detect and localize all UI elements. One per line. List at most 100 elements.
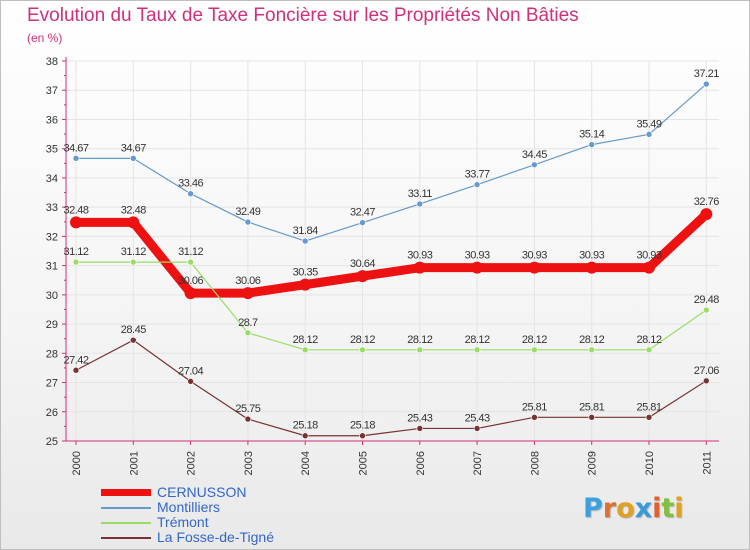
data-label-la-fosse-de-tign-: 25.18 <box>350 420 375 432</box>
data-point-montilliers <box>187 190 194 198</box>
logo-letter: r <box>602 493 617 524</box>
data-label-montilliers: 31.84 <box>293 225 318 237</box>
data-label-la-fosse-de-tign-: 27.06 <box>694 365 719 377</box>
data-label-cernusson: 30.64 <box>350 258 375 270</box>
data-label-la-fosse-de-tign-: 25.81 <box>522 401 547 413</box>
data-label-tr-mont: 28.12 <box>465 334 490 346</box>
data-point-tr-mont <box>416 346 424 354</box>
legend-swatch-montilliers <box>101 506 151 509</box>
data-point-la-fosse-de-tign- <box>416 425 424 432</box>
chart-title: Evolution du Taux de Taxe Foncière sur l… <box>27 5 579 26</box>
data-label-cernusson: 32.48 <box>63 204 88 216</box>
legend-item-tr-mont: Trémont <box>101 515 274 530</box>
data-label-tr-mont: 28.12 <box>407 334 432 346</box>
y-tick-label-27: 27 <box>46 378 58 390</box>
data-point-cernusson <box>471 261 484 274</box>
data-point-tr-mont <box>359 346 366 354</box>
data-label-tr-mont: 31.12 <box>178 246 203 258</box>
data-label-cernusson: 30.06 <box>235 275 260 287</box>
x-tick-label-2000: 2000 <box>71 451 83 475</box>
data-point-montilliers <box>473 181 481 188</box>
data-label-la-fosse-de-tign-: 25.75 <box>235 403 260 415</box>
x-tick-label-2010: 2010 <box>644 451 656 475</box>
data-point-tr-mont <box>702 306 710 314</box>
data-label-la-fosse-de-tign-: 25.43 <box>465 412 490 424</box>
data-point-tr-mont <box>473 346 481 354</box>
data-label-tr-mont: 29.48 <box>694 294 719 306</box>
data-label-cernusson: 30.93 <box>465 250 490 262</box>
data-label-la-fosse-de-tign-: 28.45 <box>121 324 146 336</box>
data-point-tr-mont <box>301 346 309 354</box>
x-tick-label-2004: 2004 <box>300 451 312 475</box>
data-label-montilliers: 33.77 <box>465 169 490 181</box>
data-label-la-fosse-de-tign-: 25.81 <box>636 401 661 413</box>
data-point-la-fosse-de-tign- <box>531 414 538 421</box>
legend-label-la-fosse-de-tign-: La Fosse-de-Tigné <box>157 529 274 545</box>
data-point-la-fosse-de-tign- <box>588 414 596 421</box>
y-tick-label-33: 33 <box>46 202 58 214</box>
data-point-cernusson <box>127 216 140 229</box>
x-tick-label-2011: 2011 <box>701 451 713 475</box>
data-label-cernusson: 30.93 <box>522 250 547 262</box>
data-point-montilliers <box>588 141 596 148</box>
legend-item-cernusson: CERNUSSON <box>101 485 274 500</box>
y-tick-label-34: 34 <box>46 173 58 185</box>
data-point-la-fosse-de-tign- <box>645 414 653 421</box>
chart-unit-label: (en %) <box>27 31 63 45</box>
y-tick-label-36: 36 <box>46 114 58 126</box>
data-label-cernusson: 32.76 <box>694 196 719 208</box>
legend-swatch-cernusson <box>101 489 151 496</box>
data-label-montilliers: 35.49 <box>636 118 661 130</box>
data-point-la-fosse-de-tign- <box>702 377 710 385</box>
data-label-montilliers: 33.46 <box>178 178 203 190</box>
x-tick-label-2007: 2007 <box>472 451 484 475</box>
legend-swatch-tr-mont <box>101 521 151 524</box>
data-point-montilliers <box>645 131 653 138</box>
data-label-montilliers: 32.47 <box>350 207 375 219</box>
data-point-la-fosse-de-tign- <box>187 378 194 385</box>
data-point-cernusson <box>413 261 426 274</box>
data-label-cernusson: 30.93 <box>407 250 432 262</box>
x-tick-label-2001: 2001 <box>128 451 140 475</box>
logo-letter: o <box>616 493 635 524</box>
data-label-la-fosse-de-tign-: 27.42 <box>63 354 88 366</box>
data-point-la-fosse-de-tign- <box>130 336 137 344</box>
data-point-montilliers <box>72 155 80 162</box>
series-line-montilliers <box>75 83 707 242</box>
data-point-cernusson <box>184 287 197 300</box>
x-tick-label-2002: 2002 <box>186 451 198 475</box>
data-label-cernusson: 30.93 <box>636 250 661 262</box>
legend-label-montilliers: Montilliers <box>157 499 221 515</box>
logo-letter: i <box>652 493 662 524</box>
data-point-tr-mont <box>244 329 252 337</box>
series-line-tr-mont <box>75 261 707 351</box>
data-point-tr-mont <box>645 346 653 354</box>
logo-letter: t <box>661 493 675 524</box>
logo-letter: x <box>634 493 653 524</box>
y-tick-label-29: 29 <box>46 319 58 331</box>
data-point-cernusson <box>299 278 312 291</box>
data-point-cernusson <box>700 208 713 221</box>
data-point-montilliers <box>301 237 309 245</box>
data-label-montilliers: 32.49 <box>235 206 260 218</box>
data-point-cernusson <box>528 261 541 274</box>
data-point-tr-mont <box>130 258 137 266</box>
data-point-montilliers <box>416 200 424 208</box>
data-point-cernusson <box>241 287 254 300</box>
y-tick-label-35: 35 <box>46 144 58 156</box>
proxiti-logo: Proxiti <box>583 493 684 524</box>
data-label-tr-mont: 28.12 <box>293 334 318 346</box>
data-point-cernusson <box>585 261 598 274</box>
data-label-cernusson: 32.48 <box>121 204 146 216</box>
data-label-tr-mont: 28.12 <box>522 334 547 346</box>
data-point-tr-mont <box>588 346 596 354</box>
data-label-tr-mont: 28.12 <box>579 334 604 346</box>
data-point-la-fosse-de-tign- <box>244 415 252 423</box>
data-point-cernusson <box>70 216 82 229</box>
y-tick-label-32: 32 <box>46 231 58 243</box>
data-point-montilliers <box>531 161 538 169</box>
data-point-montilliers <box>130 155 137 162</box>
legend-swatch-la-fosse-de-tign- <box>101 536 151 539</box>
data-point-tr-mont <box>72 258 80 266</box>
data-point-montilliers <box>702 80 710 88</box>
